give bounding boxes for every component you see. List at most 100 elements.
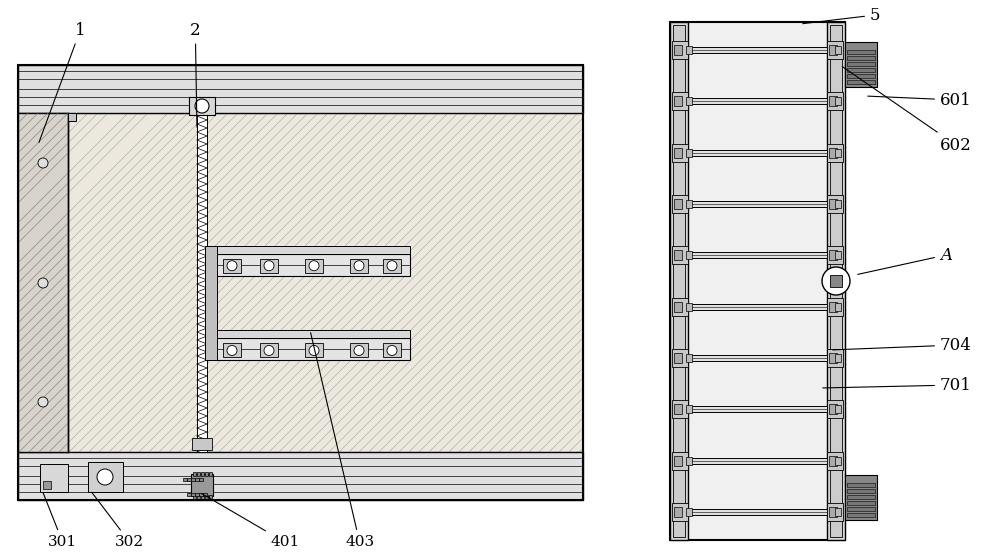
Bar (672, 298, 688, 316)
Circle shape (309, 261, 319, 270)
Bar (191, 478, 195, 481)
Bar (672, 195, 688, 213)
Bar (835, 46, 841, 54)
Bar (187, 493, 191, 496)
Bar (829, 96, 837, 106)
Bar (672, 349, 688, 367)
Text: 704: 704 (833, 337, 972, 353)
Bar (827, 349, 843, 367)
Circle shape (38, 397, 48, 407)
Bar (835, 97, 841, 105)
Bar (672, 92, 688, 110)
Bar (827, 41, 843, 59)
Bar (688, 304, 827, 310)
Bar (209, 472, 212, 476)
Bar (199, 478, 203, 481)
Text: 403: 403 (311, 333, 374, 549)
Bar (835, 148, 841, 157)
Bar (383, 343, 401, 357)
Text: 401: 401 (201, 493, 299, 549)
Bar (43, 481, 51, 489)
Text: 5: 5 (803, 7, 880, 24)
Bar (197, 472, 200, 476)
Bar (829, 250, 837, 260)
Bar (18, 452, 583, 500)
Bar (672, 452, 688, 470)
Bar (674, 250, 682, 260)
Bar (193, 472, 196, 476)
Bar (674, 96, 682, 106)
Bar (673, 25, 685, 537)
Circle shape (227, 261, 237, 270)
Bar (191, 474, 213, 496)
Bar (847, 489, 875, 493)
Text: 1: 1 (39, 21, 86, 142)
Bar (674, 456, 682, 466)
Bar (830, 275, 842, 287)
Bar (829, 404, 837, 414)
Text: 302: 302 (92, 492, 144, 549)
Bar (18, 65, 583, 500)
Bar (847, 68, 875, 72)
Circle shape (38, 158, 48, 168)
Bar (205, 472, 208, 476)
Bar (827, 92, 843, 110)
Bar (88, 462, 123, 492)
Bar (688, 99, 827, 104)
Bar (686, 456, 692, 465)
Circle shape (264, 261, 274, 270)
Bar (688, 407, 827, 412)
Bar (193, 495, 196, 499)
Bar (847, 50, 875, 54)
Bar (847, 507, 875, 511)
Bar (829, 199, 837, 209)
Bar (688, 150, 827, 156)
Bar (205, 495, 208, 499)
Bar (686, 508, 692, 516)
Bar (191, 493, 195, 496)
Text: 301: 301 (43, 493, 77, 549)
Bar (205, 246, 217, 361)
Bar (18, 113, 68, 452)
Bar (674, 148, 682, 158)
Bar (835, 508, 841, 516)
Bar (209, 495, 212, 499)
Bar (829, 302, 837, 312)
Bar (835, 302, 841, 311)
Bar (686, 405, 692, 413)
Bar (18, 65, 583, 113)
Bar (829, 45, 837, 55)
Bar (350, 343, 368, 357)
Text: 701: 701 (823, 376, 972, 394)
Bar (192, 438, 212, 450)
Bar (674, 45, 682, 55)
Bar (827, 503, 843, 521)
Bar (672, 144, 688, 162)
Bar (223, 343, 241, 357)
Bar (847, 513, 875, 517)
Bar (827, 22, 845, 540)
Bar (829, 353, 837, 363)
Bar (201, 495, 204, 499)
Bar (672, 400, 688, 418)
Text: A: A (858, 246, 952, 274)
Bar (835, 354, 841, 362)
Circle shape (38, 278, 48, 288)
Bar (829, 456, 837, 466)
Circle shape (97, 469, 113, 485)
Bar (260, 259, 278, 273)
Bar (829, 148, 837, 158)
Bar (847, 56, 875, 60)
Bar (686, 46, 692, 54)
Bar (835, 251, 841, 259)
Bar (847, 495, 875, 499)
Bar (829, 507, 837, 517)
Text: 601: 601 (868, 91, 972, 109)
Bar (674, 507, 682, 517)
Bar (847, 62, 875, 66)
Bar (197, 113, 207, 452)
Bar (187, 478, 191, 481)
Bar (383, 259, 401, 273)
Bar (686, 302, 692, 311)
Bar (845, 475, 877, 520)
